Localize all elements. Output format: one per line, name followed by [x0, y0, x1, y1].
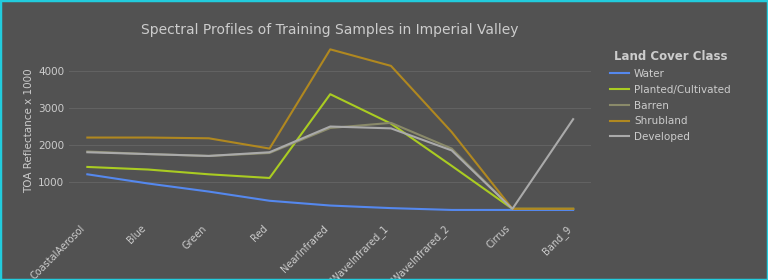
Shrubland	[386, 64, 396, 67]
Planted/Cultivated	[83, 165, 92, 169]
Planted/Cultivated	[386, 122, 396, 125]
Title: Spectral Profiles of Training Samples in Imperial Valley: Spectral Profiles of Training Samples in…	[141, 23, 519, 37]
Water	[144, 182, 153, 185]
Planted/Cultivated	[326, 92, 335, 96]
Developed	[204, 154, 214, 158]
Legend: Water, Planted/Cultivated, Barren, Shrubland, Developed: Water, Planted/Cultivated, Barren, Shrub…	[607, 47, 734, 145]
Line: Barren: Barren	[88, 123, 573, 209]
Developed	[508, 207, 517, 211]
Barren	[326, 126, 335, 130]
Line: Shrubland: Shrubland	[88, 49, 573, 209]
Barren	[508, 207, 517, 211]
Planted/Cultivated	[265, 176, 274, 180]
Developed	[83, 151, 92, 154]
Shrubland	[508, 207, 517, 211]
Water	[326, 204, 335, 207]
Developed	[568, 118, 578, 121]
Planted/Cultivated	[447, 164, 456, 167]
Line: Water: Water	[88, 174, 573, 210]
Water	[568, 208, 578, 212]
Water	[447, 208, 456, 212]
Barren	[204, 154, 214, 158]
Water	[265, 199, 274, 202]
Barren	[144, 152, 153, 156]
Barren	[83, 150, 92, 153]
Shrubland	[144, 136, 153, 139]
Shrubland	[568, 207, 578, 211]
Developed	[447, 149, 456, 152]
Barren	[568, 207, 578, 211]
Water	[204, 190, 214, 193]
Developed	[386, 127, 396, 130]
Shrubland	[83, 136, 92, 139]
Planted/Cultivated	[568, 207, 578, 211]
Shrubland	[265, 147, 274, 150]
Developed	[326, 125, 335, 128]
Planted/Cultivated	[204, 172, 214, 176]
Y-axis label: TOA Reflectance x 1000: TOA Reflectance x 1000	[24, 68, 34, 193]
Barren	[386, 121, 396, 125]
Water	[508, 208, 517, 212]
Planted/Cultivated	[508, 207, 517, 211]
Line: Planted/Cultivated: Planted/Cultivated	[88, 94, 573, 209]
Developed	[265, 151, 274, 154]
Line: Developed: Developed	[88, 119, 573, 209]
Water	[386, 206, 396, 210]
Shrubland	[447, 130, 456, 134]
Shrubland	[326, 48, 335, 51]
Developed	[144, 152, 153, 156]
Barren	[265, 151, 274, 155]
Water	[83, 172, 92, 176]
Planted/Cultivated	[144, 168, 153, 171]
Barren	[447, 147, 456, 150]
Shrubland	[204, 137, 214, 140]
